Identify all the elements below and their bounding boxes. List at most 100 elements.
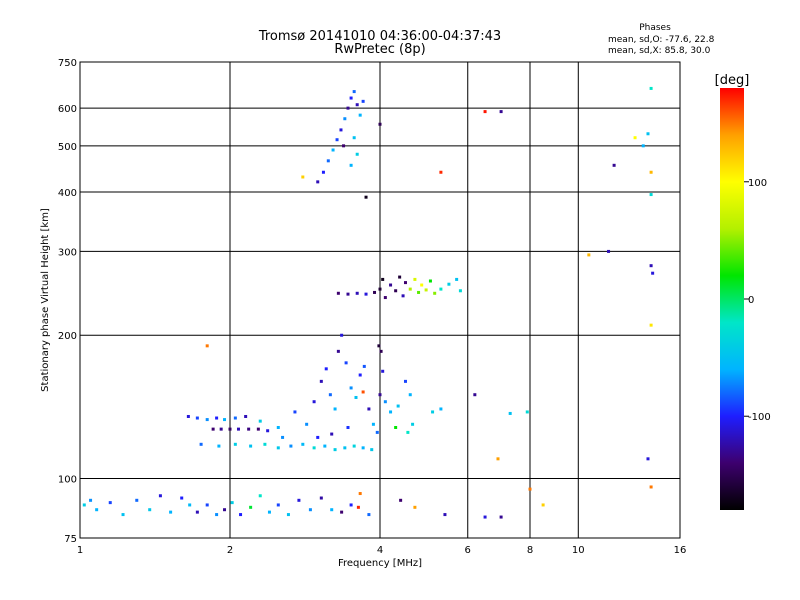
data-point (408, 393, 412, 397)
data-point (417, 290, 421, 294)
data-point (267, 510, 271, 514)
data-point (343, 446, 347, 450)
data-point (316, 180, 320, 184)
data-point (349, 503, 353, 507)
data-point (233, 416, 237, 420)
data-point (148, 508, 152, 512)
data-point (236, 427, 240, 431)
data-point (186, 414, 190, 418)
data-point (389, 410, 393, 414)
data-point (289, 444, 293, 448)
data-point (249, 444, 253, 448)
data-point (651, 271, 655, 275)
data-point (349, 163, 353, 167)
data-point (301, 175, 305, 179)
data-point (258, 494, 262, 498)
data-point (249, 505, 253, 509)
data-point (383, 296, 387, 300)
data-point (439, 407, 443, 411)
x-tick-label: 10 (572, 545, 585, 556)
data-point (276, 446, 280, 450)
data-point (381, 277, 385, 281)
data-point (433, 291, 437, 295)
data-point (276, 425, 280, 429)
grid (80, 62, 680, 538)
data-point (230, 501, 234, 505)
data-point (378, 393, 382, 397)
data-point (286, 513, 290, 517)
x-tick-label: 8 (527, 545, 533, 556)
data-point (330, 508, 334, 512)
data-point (228, 427, 232, 431)
data-point (346, 292, 350, 296)
y-tick-label: 300 (58, 247, 77, 258)
y-tick-label: 100 (58, 475, 77, 486)
data-point (371, 422, 375, 426)
data-point (333, 448, 337, 452)
data-point (281, 435, 285, 439)
data-point (473, 393, 477, 397)
data-point (205, 503, 209, 507)
data-point (323, 444, 327, 448)
y-tick-label: 750 (58, 58, 77, 69)
data-point (158, 494, 162, 498)
data-point (331, 148, 335, 152)
data-point (607, 249, 611, 253)
data-point (352, 136, 356, 140)
data-point (528, 487, 532, 491)
data-point (180, 496, 184, 500)
phases-x-stats: mean, sd,X: 85.8, 30.0 (608, 46, 711, 56)
data-point (499, 110, 503, 114)
data-point (367, 407, 371, 411)
data-point (352, 90, 356, 94)
data-point (398, 275, 402, 279)
data-point (379, 349, 383, 353)
data-point (195, 510, 199, 514)
y-tick-label: 600 (58, 104, 77, 115)
data-point (361, 390, 365, 394)
data-point (403, 379, 407, 383)
data-point (383, 400, 387, 404)
data-point (508, 411, 512, 415)
data-point (649, 170, 653, 174)
data-point (646, 457, 650, 461)
data-point (355, 103, 359, 107)
y-tick-label: 400 (58, 188, 77, 199)
colorbar-tick-label: 100 (748, 178, 767, 189)
data-point (443, 513, 447, 517)
phases-heading: Phases (639, 23, 671, 33)
data-point (641, 144, 645, 148)
data-point (649, 264, 653, 268)
data-point (399, 498, 403, 502)
data-point (169, 510, 173, 514)
data-point (297, 498, 301, 502)
data-point (649, 86, 653, 90)
data-point (319, 379, 323, 383)
data-points (82, 86, 655, 519)
data-point (233, 442, 237, 446)
data-point (439, 287, 443, 291)
data-point (352, 444, 356, 448)
data-point (312, 446, 316, 450)
y-axis: 75 100 200 300 400 500 600 750 (58, 58, 77, 545)
data-point (95, 508, 99, 512)
data-point (308, 508, 312, 512)
data-point (188, 503, 192, 507)
data-point (205, 418, 209, 422)
data-point (333, 407, 337, 411)
data-point (135, 498, 139, 502)
data-point (219, 427, 223, 431)
data-point (82, 503, 86, 507)
data-point (424, 288, 428, 292)
data-point (215, 416, 219, 420)
phases-o-stats: mean, sd,O: -77.6, 22.8 (608, 35, 715, 45)
data-point (336, 349, 340, 353)
data-point (541, 503, 545, 507)
data-point (367, 513, 371, 517)
data-point (247, 427, 251, 431)
data-point (406, 430, 410, 434)
data-point (361, 446, 365, 450)
data-point (378, 122, 382, 126)
data-point (483, 515, 487, 519)
data-point (358, 113, 362, 117)
